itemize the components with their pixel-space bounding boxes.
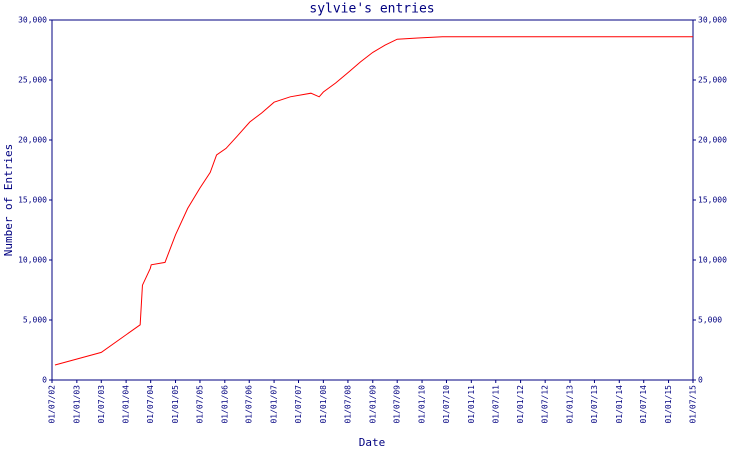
y-tick-label: 10,000	[18, 256, 47, 265]
y-tick-label: 20,000	[18, 136, 47, 145]
x-tick-label: 01/07/03	[97, 385, 106, 424]
y-axis-label: Number of Entries	[2, 144, 15, 257]
y2-tick-label: 20,000	[698, 136, 727, 145]
x-tick-label: 01/01/15	[664, 385, 673, 424]
x-tick-label: 01/01/10	[418, 385, 427, 424]
x-tick-label: 01/07/14	[639, 385, 648, 424]
y2-tick-label: 25,000	[698, 76, 727, 85]
y2-tick-label: 0	[698, 376, 703, 385]
x-tick-label: 01/07/15	[689, 385, 698, 424]
x-tick-label: 01/01/04	[122, 385, 131, 424]
x-tick-label: 01/01/09	[368, 385, 377, 424]
x-tick-label: 01/01/14	[615, 385, 624, 424]
x-tick-label: 01/07/09	[393, 385, 402, 424]
x-tick-label: 01/01/08	[319, 385, 328, 424]
x-tick-label: 01/07/07	[294, 385, 303, 424]
x-tick-label: 01/01/11	[467, 385, 476, 424]
x-tick-label: 01/07/10	[442, 385, 451, 424]
x-tick-label: 01/01/06	[220, 385, 229, 424]
y-tick-label: 25,000	[18, 76, 47, 85]
x-tick-label: 01/07/08	[343, 385, 352, 424]
x-tick-label: 01/01/05	[171, 385, 180, 424]
x-tick-label: 01/07/12	[541, 385, 550, 424]
x-tick-label: 01/01/12	[516, 385, 525, 424]
x-tick-label: 01/01/07	[270, 385, 279, 424]
x-tick-label: 01/07/05	[195, 385, 204, 424]
x-tick-label: 01/07/06	[245, 385, 254, 424]
x-tick-label: 01/01/03	[72, 385, 81, 424]
y-tick-label: 15,000	[18, 196, 47, 205]
y-tick-label: 30,000	[18, 16, 47, 25]
y2-tick-label: 30,000	[698, 16, 727, 25]
x-tick-label: 01/01/13	[566, 385, 575, 424]
x-axis-label: Date	[359, 436, 386, 449]
y2-tick-label: 10,000	[698, 256, 727, 265]
y-tick-label: 0	[42, 376, 47, 385]
x-tick-label: 01/07/02	[48, 385, 57, 424]
x-tick-label: 01/07/13	[590, 385, 599, 424]
data-line	[54, 36, 693, 366]
y2-tick-label: 15,000	[698, 196, 727, 205]
chart-title: sylvie's entries	[309, 2, 434, 17]
y-tick-label: 5,000	[23, 316, 47, 325]
y2-tick-label: 5,000	[698, 316, 722, 325]
x-tick-label: 01/07/04	[146, 385, 155, 424]
x-tick-label: 01/07/11	[491, 385, 500, 424]
